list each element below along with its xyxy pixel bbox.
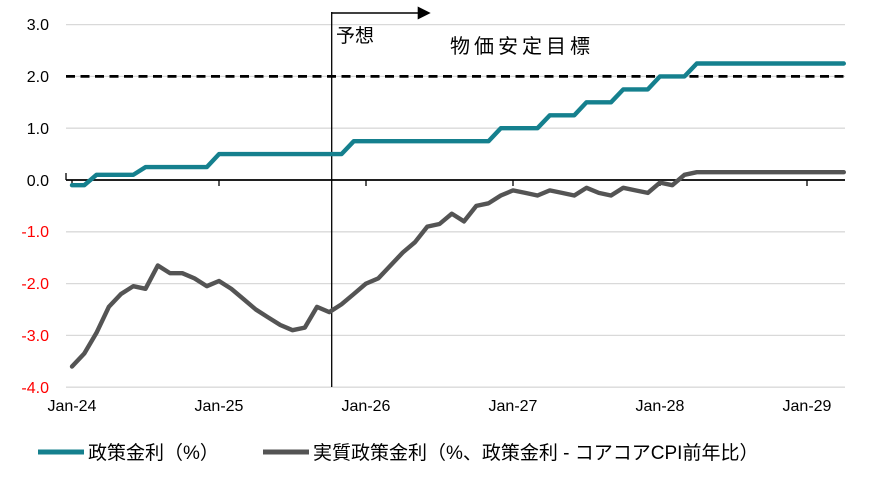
y-tick-label: 3.0 bbox=[27, 17, 49, 34]
real-policy-rate-legend-label: 実質政策金利（%、政策金利 - コアコアCPI前年比） bbox=[313, 442, 758, 464]
y-tick-label: 1.0 bbox=[27, 121, 49, 138]
y-tick-label: 0.0 bbox=[27, 173, 49, 190]
x-tick-label: Jan-25 bbox=[195, 398, 244, 415]
y-tick-label: -2.0 bbox=[21, 276, 49, 293]
y-tick-label: -1.0 bbox=[21, 224, 49, 241]
policy-rate-line bbox=[69, 61, 846, 188]
y-tick-label: -3.0 bbox=[21, 328, 49, 345]
axis-labels-layer: 3.0 2.0 1.0 0.0 -1.0 -2.0 -3.0 -4.0 Jan-… bbox=[21, 17, 831, 415]
y-tick-label: 2.0 bbox=[27, 69, 49, 86]
chart-legend: 政策金利（%） 実質政策金利（%、政策金利 - コアコアCPI前年比） bbox=[38, 442, 758, 464]
x-tick-label: Jan-27 bbox=[489, 398, 538, 415]
y-tick-label: -4.0 bbox=[21, 380, 49, 397]
forecast-arrow-head-icon bbox=[417, 6, 431, 20]
policy-rate-legend-label: 政策金利（%） bbox=[88, 442, 219, 464]
price-stability-target-label: 物価安定目標 bbox=[450, 35, 594, 58]
x-tick-label: Jan-24 bbox=[48, 398, 97, 415]
x-tick-label: Jan-29 bbox=[783, 398, 832, 415]
forecast-annotation-label: 予想 bbox=[336, 25, 374, 47]
series-lines-layer bbox=[69, 61, 846, 369]
real-policy-rate-line bbox=[69, 169, 846, 369]
x-tick-label: Jan-28 bbox=[636, 398, 685, 415]
gridlines-layer bbox=[66, 23, 845, 388]
x-tick-label: Jan-26 bbox=[342, 398, 391, 415]
